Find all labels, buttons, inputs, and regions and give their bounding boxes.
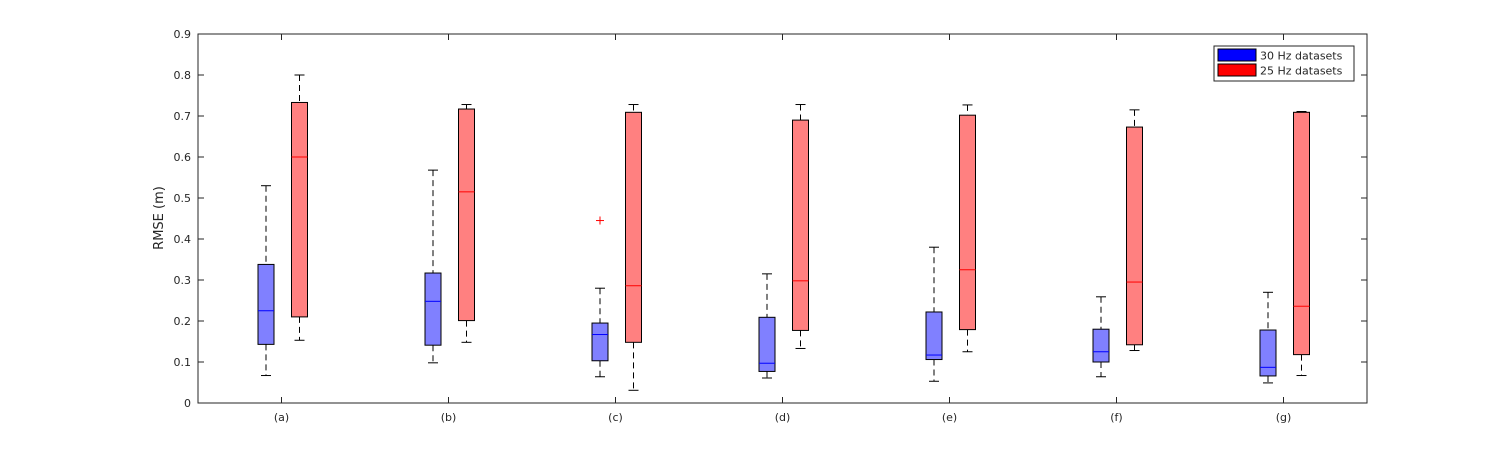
box-group bbox=[925, 246, 943, 382]
box bbox=[458, 108, 475, 322]
box bbox=[1092, 328, 1110, 363]
y-tick-label: 0.1 bbox=[174, 356, 192, 369]
box-group bbox=[257, 185, 275, 377]
plot-area bbox=[197, 33, 1368, 404]
y-tick-label: 0.8 bbox=[174, 69, 192, 82]
x-tick-label: (d) bbox=[775, 411, 791, 424]
box bbox=[291, 101, 308, 318]
x-tick-label: (b) bbox=[441, 411, 457, 424]
box-group bbox=[1293, 110, 1310, 377]
box-group bbox=[591, 216, 609, 378]
box-group bbox=[1259, 291, 1277, 384]
box-group bbox=[625, 104, 642, 391]
y-tick-label: 0 bbox=[184, 397, 191, 410]
box bbox=[1293, 111, 1310, 356]
box-group bbox=[758, 273, 776, 379]
box bbox=[1126, 126, 1143, 346]
box-group bbox=[792, 104, 809, 349]
y-tick-label: 0.6 bbox=[174, 151, 192, 164]
box bbox=[625, 111, 642, 343]
x-tick-label: (e) bbox=[942, 411, 957, 424]
x-axis: (a) (b) (c) (d) (e) (f) (g) bbox=[274, 34, 1291, 424]
legend: 30 Hz datasets 25 Hz datasets bbox=[1213, 45, 1355, 82]
y-axis-label: RMSE (m) bbox=[152, 186, 167, 250]
box-group bbox=[1092, 296, 1110, 378]
box-group bbox=[959, 104, 976, 353]
box-group bbox=[458, 104, 475, 343]
box bbox=[758, 316, 776, 372]
box bbox=[925, 311, 943, 361]
y-tick-label: 0.3 bbox=[174, 274, 192, 287]
y-tick-label: 0.5 bbox=[174, 192, 192, 205]
legend-swatch bbox=[1217, 48, 1257, 62]
legend-swatch bbox=[1217, 63, 1257, 77]
boxes bbox=[257, 74, 1310, 391]
legend-label: 30 Hz datasets bbox=[1260, 50, 1343, 63]
x-tick-label: (a) bbox=[274, 411, 289, 424]
x-tick-label: (g) bbox=[1276, 411, 1292, 424]
y-tick-label: 0.9 bbox=[174, 28, 192, 41]
box bbox=[424, 272, 442, 346]
box bbox=[257, 263, 275, 345]
y-axis: 0 0.1 0.2 0.3 0.4 0.5 0.6 0.7 0.8 0.9 bbox=[174, 28, 1367, 410]
box-group bbox=[1126, 109, 1143, 352]
y-tick-label: 0.2 bbox=[174, 315, 192, 328]
box-group bbox=[291, 74, 308, 341]
y-tick-label: 0.4 bbox=[174, 233, 192, 246]
box bbox=[792, 119, 809, 331]
box bbox=[1259, 329, 1277, 377]
legend-label: 25 Hz datasets bbox=[1260, 65, 1343, 78]
box-group bbox=[424, 169, 442, 364]
box bbox=[959, 114, 976, 331]
x-tick-label: (f) bbox=[1110, 411, 1122, 424]
box bbox=[591, 322, 609, 362]
x-tick-label: (c) bbox=[608, 411, 623, 424]
y-tick-label: 0.7 bbox=[174, 110, 192, 123]
